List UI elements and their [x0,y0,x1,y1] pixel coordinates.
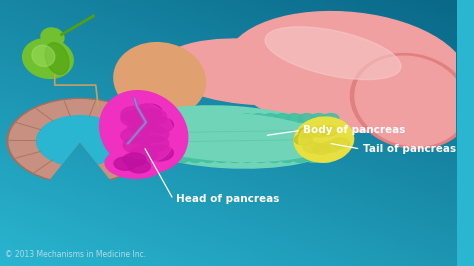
Ellipse shape [355,56,466,146]
Circle shape [280,154,294,163]
Circle shape [114,157,137,170]
Ellipse shape [294,117,354,162]
Circle shape [141,114,158,123]
Circle shape [319,154,334,163]
Circle shape [123,153,146,166]
Circle shape [228,154,242,163]
Circle shape [294,134,312,145]
Circle shape [121,110,148,126]
Ellipse shape [265,27,401,80]
Circle shape [128,160,151,173]
Ellipse shape [161,39,341,105]
Circle shape [136,154,150,163]
Circle shape [331,138,349,148]
Circle shape [312,144,331,154]
Circle shape [175,154,190,163]
Text: Body of pancreas: Body of pancreas [303,125,406,135]
Circle shape [306,154,320,163]
Circle shape [123,154,137,163]
Circle shape [154,114,170,123]
Circle shape [310,126,328,137]
Circle shape [310,114,327,123]
Circle shape [254,154,268,163]
Circle shape [149,154,164,163]
Ellipse shape [114,43,205,117]
Circle shape [226,114,242,123]
Circle shape [165,114,182,123]
Circle shape [123,137,151,153]
Ellipse shape [121,106,335,168]
Circle shape [293,154,307,163]
Circle shape [321,142,340,152]
Circle shape [299,127,317,138]
Circle shape [146,117,173,133]
Text: Head of pancreas: Head of pancreas [176,194,279,205]
Circle shape [238,114,255,123]
Wedge shape [9,100,151,178]
Circle shape [135,104,162,120]
Circle shape [298,114,315,123]
Ellipse shape [128,113,328,161]
Circle shape [129,114,146,123]
Circle shape [130,146,157,162]
Ellipse shape [41,28,64,47]
Circle shape [214,154,229,163]
Circle shape [262,114,279,123]
Circle shape [141,126,169,142]
Circle shape [250,114,266,123]
Wedge shape [36,116,123,164]
Ellipse shape [113,101,174,162]
Circle shape [266,154,281,163]
Circle shape [128,118,155,134]
Circle shape [146,145,173,161]
Circle shape [240,154,255,163]
Circle shape [162,154,176,163]
Circle shape [141,136,169,152]
Ellipse shape [100,91,188,173]
Circle shape [274,114,291,123]
Circle shape [303,142,321,153]
Text: © 2013 Mechanisms in Medicine Inc.: © 2013 Mechanisms in Medicine Inc. [5,250,146,259]
Ellipse shape [32,45,55,66]
Circle shape [190,114,206,123]
Circle shape [319,126,337,136]
Circle shape [121,106,148,122]
Circle shape [117,114,134,123]
Ellipse shape [350,53,471,149]
Ellipse shape [226,12,467,132]
Circle shape [178,114,194,123]
Circle shape [286,114,303,123]
Circle shape [201,154,216,163]
Circle shape [188,154,203,163]
Ellipse shape [23,39,73,78]
Ellipse shape [105,149,164,178]
Text: Tail of pancreas: Tail of pancreas [363,144,456,154]
Circle shape [202,114,218,123]
Wedge shape [7,98,153,180]
Circle shape [139,109,166,125]
Circle shape [214,114,230,123]
Ellipse shape [45,43,69,74]
Circle shape [322,114,339,123]
Circle shape [121,128,148,144]
Ellipse shape [299,121,349,158]
